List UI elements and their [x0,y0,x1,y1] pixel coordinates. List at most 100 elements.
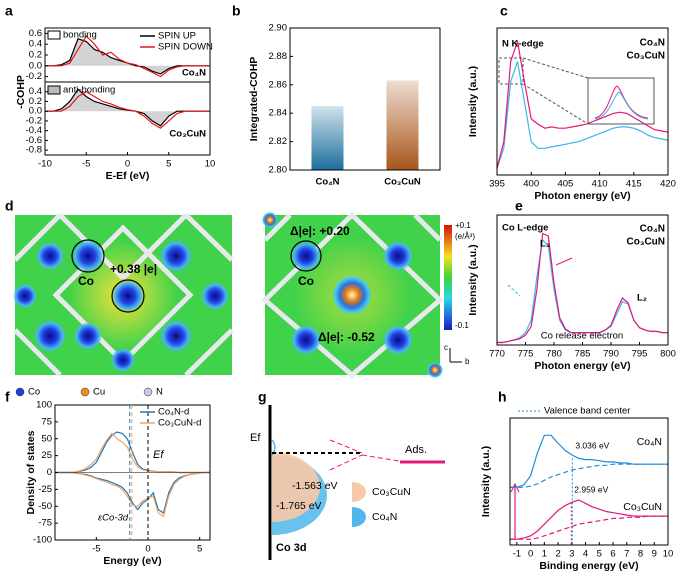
y-tick-label: 25 [41,450,52,461]
x-tick-label: 4 [583,549,588,560]
bar [386,80,419,170]
line [45,91,210,129]
y-tick-label: -25 [38,484,52,495]
x-tick-label: 415 [626,179,642,190]
x-axis-label: Photon energy (eV) [534,190,630,202]
x-tick-label: 410 [592,179,608,190]
plot-frame [509,417,669,546]
y-tick-label: 2.90 [269,23,288,34]
x-tick-label: 0 [125,159,130,170]
x-tick-label: -5 [82,159,90,170]
x-tick-label: 2 [555,549,560,560]
line [510,434,668,488]
annotation: Co₃CuN [623,501,662,513]
bar [311,106,344,170]
map-label: Co 3d [276,542,307,554]
x-tick-label: 9 [652,549,657,560]
x-tick-label: -5 [92,544,100,555]
map-label: Co [298,274,314,288]
annotation: L₃ [540,239,550,250]
map-label: -1.765 eV [276,500,322,512]
x-tick-label: 770 [489,349,505,360]
x-tick-label: -10 [38,159,52,170]
y-axis-label: Density of states [25,430,37,514]
map-label: Cu [93,387,105,398]
x-axis-label: E-Ef (eV) [106,170,150,182]
map-label: Δ|e|: -0.52 [318,330,375,344]
annotation: bonding [63,30,97,41]
annotation: εCo-3d [98,513,129,524]
x-tick-label: -1 [513,549,521,560]
annotation: N K-edge [502,39,544,50]
x-tick-label: 795 [632,349,648,360]
legend-label: Valence band center [544,406,630,417]
x-tick-label: 5 [597,549,602,560]
x-tick-label: 800 [660,349,676,360]
legend-label: SPIN UP [158,31,196,42]
line [497,232,668,344]
map-label: (e/Å³) [455,232,475,241]
map-label: Ef [250,432,261,444]
line [510,515,668,540]
x-tick-label: 6 [610,549,615,560]
legend-atom [143,387,153,397]
plot-frame [289,27,441,171]
center-label: 2.959 eV [574,485,608,495]
x-tick-label: 5 [197,544,202,555]
y-tick-label: 0.4 [29,86,42,97]
x-tick-label: 7 [624,549,629,560]
charge-map-right [261,211,444,379]
panel-label: e [515,198,523,214]
line [55,471,210,514]
line [496,41,669,169]
panel-label: h [498,389,507,405]
x-tick-label: 10 [205,159,216,170]
annotation: Co release electron [541,331,623,342]
x-axis-label: Binding energy (eV) [539,560,638,572]
legend-box [47,30,61,40]
x-tick-label: 3 [569,549,574,560]
x-tick-label: 790 [603,349,619,360]
y-tick-label: 75 [41,416,52,427]
map-label: c [444,343,448,352]
y-tick-label: 0.0 [29,106,42,117]
x-tick-label: Co₄N [315,177,339,188]
map-label: +0.38 |e| [110,262,157,276]
legend-atom [15,387,25,397]
annotation-arrows [498,57,655,540]
y-tick-label: 2.80 [269,165,288,176]
map-label: -1.563 eV [292,480,338,492]
legend-label: Co₃CuN-d [158,418,201,429]
line [45,35,210,78]
legend-label: Co₄N [640,38,665,49]
x-tick-label: 8 [638,549,643,560]
panel-label: a [5,3,13,19]
map-label: Co₄N [372,511,397,523]
y-axis-label: Integrated-COHP [248,57,260,142]
x-tick-label: 5 [166,159,171,170]
annotation: L₂ [637,293,647,304]
x-tick-label: 0 [145,544,150,555]
map-label: -0.1 [455,321,469,330]
x-axis-label: Energy (eV) [103,555,161,567]
x-tick-label: 395 [489,179,505,190]
x-tick-label: 405 [557,179,573,190]
map-label: Co₃CuN [372,486,411,498]
map-label: Δ|e|: +0.20 [290,224,350,238]
y-tick-label: -75 [38,518,52,529]
y-tick-label: -0.2 [26,115,42,126]
line [510,499,668,540]
panel-label: f [5,389,10,405]
map-label: N [156,387,163,398]
legend-box [47,85,61,95]
legend-label: SPIN DOWN [158,42,213,53]
map-label: +0.1 [455,221,471,230]
x-tick-label: 10 [663,549,674,560]
map-label: Co [28,387,40,398]
y-axis-label: Intensity (a.u.) [467,244,479,315]
line [55,431,210,474]
y-tick-label: 100 [36,400,52,411]
center-label: 3.036 eV [575,441,609,451]
y-tick-label: 0.0 [29,60,42,71]
y-tick-label: -100 [33,535,52,546]
